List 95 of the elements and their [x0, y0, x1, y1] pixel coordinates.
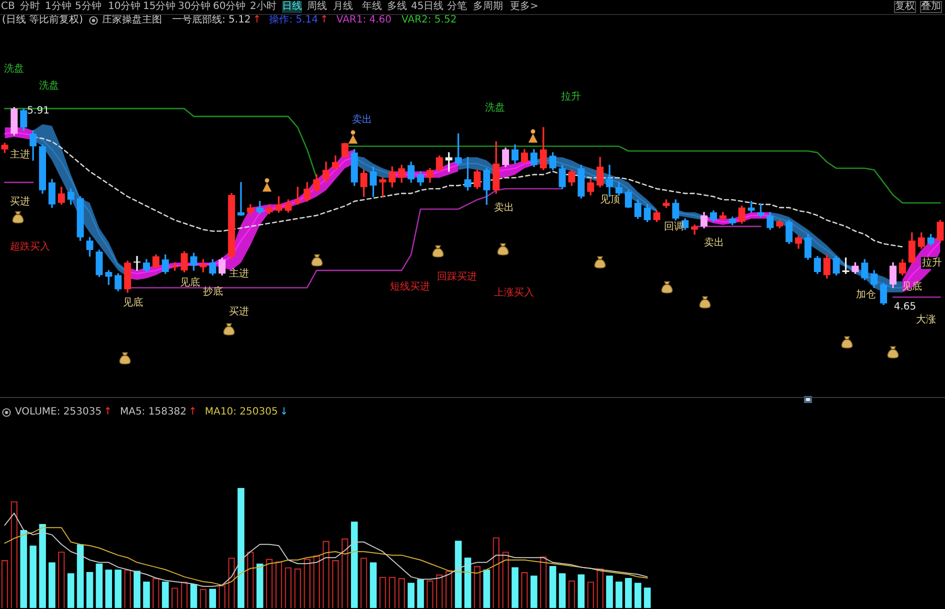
bar	[464, 558, 472, 608]
bar	[625, 578, 632, 608]
bar	[134, 570, 140, 608]
text: 日线	[282, 1, 302, 13]
bar	[408, 582, 414, 608]
annotation: 卖出	[494, 202, 514, 214]
annotation: 4.65	[894, 302, 916, 313]
text: 45日线	[411, 1, 444, 13]
bar	[454, 540, 462, 608]
candlestick	[237, 182, 244, 216]
annotation: 回调	[664, 220, 684, 233]
text: ↑	[320, 14, 328, 26]
annotation: 抄底	[203, 286, 223, 298]
bar	[578, 574, 585, 608]
text: 买进	[229, 306, 249, 318]
bar	[644, 588, 651, 608]
text: 洗盘	[39, 80, 59, 92]
text: 大涨	[916, 314, 936, 326]
bar	[48, 562, 56, 608]
annotation: 卖出	[352, 114, 372, 126]
annotation: 回踩买进	[437, 270, 477, 283]
text: VAR1: 4.60	[336, 14, 392, 26]
chart-title: (日线 等比前复权)	[2, 14, 84, 26]
annotation: 见底	[123, 296, 143, 309]
bar	[143, 582, 150, 608]
annotation: 见底	[180, 276, 200, 289]
text: ↑	[104, 406, 112, 418]
text: ↓	[280, 406, 288, 418]
annotation: 超跌买入	[10, 240, 50, 253]
text: VOLUME: 253035	[15, 406, 102, 418]
text: 叠加	[920, 1, 942, 13]
annotation: 5.91	[27, 106, 50, 117]
bar	[20, 530, 28, 608]
text: 分笔	[447, 1, 467, 13]
annotation: 洗盘	[485, 102, 505, 114]
annotation: 上涨买入	[494, 286, 534, 299]
text: 多线	[387, 1, 407, 13]
annotation: 主进	[10, 148, 30, 161]
text: 10分钟	[108, 1, 141, 13]
bar	[370, 562, 377, 608]
text: MA5: 158382	[120, 406, 187, 418]
bar	[483, 570, 490, 608]
text: 分时	[20, 1, 40, 13]
annotation: 拉升	[922, 256, 942, 269]
annotation: 见顶	[600, 194, 620, 206]
bar	[616, 582, 622, 608]
bar	[96, 564, 103, 608]
bar	[162, 582, 169, 608]
text: MA10: 250305	[204, 406, 278, 418]
bar	[238, 488, 244, 608]
text: 拉升	[561, 90, 581, 103]
bar	[606, 576, 613, 608]
bar	[190, 584, 198, 608]
text: 2小时	[250, 1, 276, 13]
annotation: 卖出	[704, 236, 724, 249]
text: 操作: 5.14	[269, 14, 318, 26]
annotation: 见底	[902, 280, 922, 293]
bar	[86, 572, 94, 608]
bar	[417, 579, 424, 608]
text: 月线	[333, 1, 353, 13]
bar	[512, 567, 518, 608]
annotation: 短线买进	[390, 280, 430, 293]
bar	[76, 544, 84, 608]
bar	[30, 546, 36, 608]
text: CB	[1, 1, 15, 13]
bar	[530, 576, 538, 608]
annotation: 加仓	[856, 288, 876, 301]
bar	[549, 566, 556, 608]
text: 30分钟	[178, 1, 211, 13]
text: 洗盘	[4, 62, 24, 75]
bar	[39, 524, 46, 608]
text: 1分钟	[45, 1, 72, 13]
bar	[209, 588, 216, 608]
bar	[67, 573, 74, 608]
text: VAR2: 5.52	[402, 14, 457, 26]
annotation: 买进	[10, 196, 30, 208]
text: ↑	[252, 14, 262, 26]
bar	[350, 522, 358, 608]
candlestick	[134, 256, 141, 271]
text: 5分钟	[75, 1, 102, 13]
text: 更多>	[510, 1, 538, 13]
chart-subtitle: 庄家操盘主图	[102, 14, 162, 26]
bar	[105, 570, 112, 608]
text: 周线	[307, 1, 327, 13]
annotation: 主进	[229, 268, 249, 280]
text: 复权	[894, 1, 916, 13]
bar	[256, 564, 264, 608]
text: 60分钟	[213, 1, 246, 13]
bar	[558, 573, 566, 608]
bar	[634, 582, 642, 608]
text: 15分钟	[143, 1, 176, 13]
text: 年线	[362, 1, 382, 13]
text: ↑	[188, 406, 197, 418]
text: 多周期	[473, 1, 503, 13]
bar	[114, 570, 122, 608]
